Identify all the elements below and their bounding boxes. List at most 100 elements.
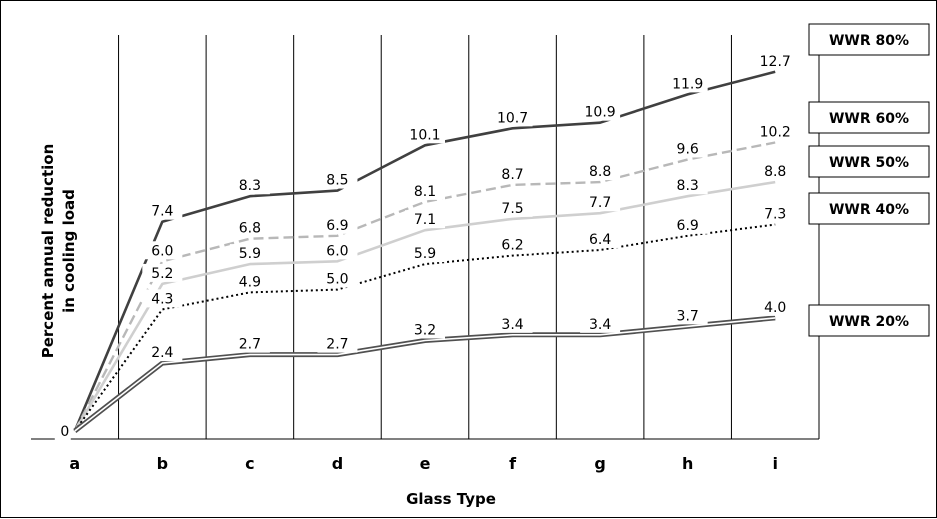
legend: WWR 80% WWR 60% WWR 50% WWR 40% WWR 20% [808,23,930,337]
x-tick-label: d [332,454,343,473]
data-label: 3.4 [589,317,611,333]
series-line [73,70,776,432]
data-label: 6.2 [501,238,523,254]
data-label: 6.4 [589,232,611,248]
data-label-bg [54,423,71,441]
data-label-bg [755,122,796,141]
data-label: 9.6 [677,141,699,157]
x-tick-label: f [509,454,517,473]
legend-box [808,145,930,178]
x-tick-label: h [682,454,693,473]
data-label: 7.7 [589,195,611,211]
legend-label: WWR 60% [829,111,909,127]
data-label: 10.2 [760,124,791,140]
series-lines [73,70,776,433]
legend-label: WWR 50% [829,155,909,171]
data-label-bg [405,125,445,144]
data-label-bg [492,198,533,217]
series-line [73,141,776,432]
x-tick-label: c [245,454,254,473]
x-tick-label: g [594,454,605,473]
data-label-bg [755,297,796,316]
data-label-bg [492,164,533,183]
data-label: 7.1 [414,212,436,228]
data-label-bg [755,204,796,223]
data-label-bg [405,244,445,263]
data-label-bg [755,51,796,70]
data-label: 8.3 [239,178,261,194]
data-label: 7.5 [501,201,523,217]
data-label: 10.1 [409,127,440,143]
data-label-bg [229,218,270,237]
data-label-bg [667,215,708,234]
data-label: 12.7 [760,54,791,70]
data-label: 8.7 [501,167,523,183]
data-label-bg [492,108,533,127]
data-label: 6.0 [151,243,173,259]
legend-label: WWR 20% [829,314,909,330]
data-label-bg [405,181,445,200]
data-label: 8.5 [326,173,348,189]
data-label: 5.2 [151,266,173,282]
data-label: 11.9 [672,76,703,92]
data-label-bg [580,193,621,212]
data-label-bg [580,102,621,121]
data-label: 0 [60,424,69,440]
y-axis-title-line1: Percent annual reduction [39,144,57,359]
data-label: 6.8 [239,221,261,237]
data-label: 4.0 [764,300,786,316]
x-tick-label: i [772,454,777,473]
series-line [73,180,776,432]
data-label-bg [229,334,270,353]
data-label: 10.7 [497,110,528,126]
data-label: 7.4 [151,204,173,220]
legend-item: WWR 80% [808,23,930,56]
legend-box [808,101,930,134]
data-label: 4.3 [151,291,173,307]
data-label: 2.7 [326,337,348,353]
data-label-bg [142,241,183,260]
legend-label: WWR 40% [829,202,909,218]
data-label: 4.9 [239,274,261,290]
data-label-bg [405,320,445,339]
data-label: 8.1 [414,184,436,200]
data-label-bg [667,139,708,158]
grid-lines [31,35,820,440]
legend-item: WWR 50% [808,145,930,178]
data-label-bg [142,289,183,308]
data-label: 5.9 [239,246,261,262]
data-label-bg [142,201,183,220]
legend-label: WWR 80% [829,33,909,49]
legend-box [808,23,930,56]
data-label: 2.7 [239,337,261,353]
data-label: 5.0 [326,272,348,288]
data-label: 8.8 [589,164,611,180]
data-label-bg [580,162,621,181]
data-label-bg [580,314,621,333]
data-label-bg [405,210,445,229]
data-label-bg [667,176,708,195]
data-label-bg [229,176,270,195]
data-label: 3.4 [501,317,523,333]
data-label: 2.4 [151,345,173,361]
x-tick-label: b [157,454,168,473]
data-label: 3.2 [414,322,436,338]
data-label-bg [317,269,358,288]
data-label: 6.9 [326,218,348,234]
legend-item: WWR 60% [808,101,930,134]
data-label: 8.3 [677,178,699,194]
data-label-bg [492,235,533,254]
data-label: 3.7 [677,308,699,324]
data-label: 6.0 [326,243,348,259]
data-label-bg [317,215,358,234]
data-labels: 0 7.4 8.3 8.5 10.1 10.7 10.9 11.9 12.7 6.0 6.8 6.9 8… [54,51,796,441]
legend-box [808,304,930,337]
data-label-bg [492,314,533,333]
legend-item: WWR 40% [808,192,930,225]
data-label: 10.9 [585,105,616,121]
data-label-bg [667,74,708,93]
data-label-bg [229,244,270,263]
data-label-bg [667,306,708,325]
